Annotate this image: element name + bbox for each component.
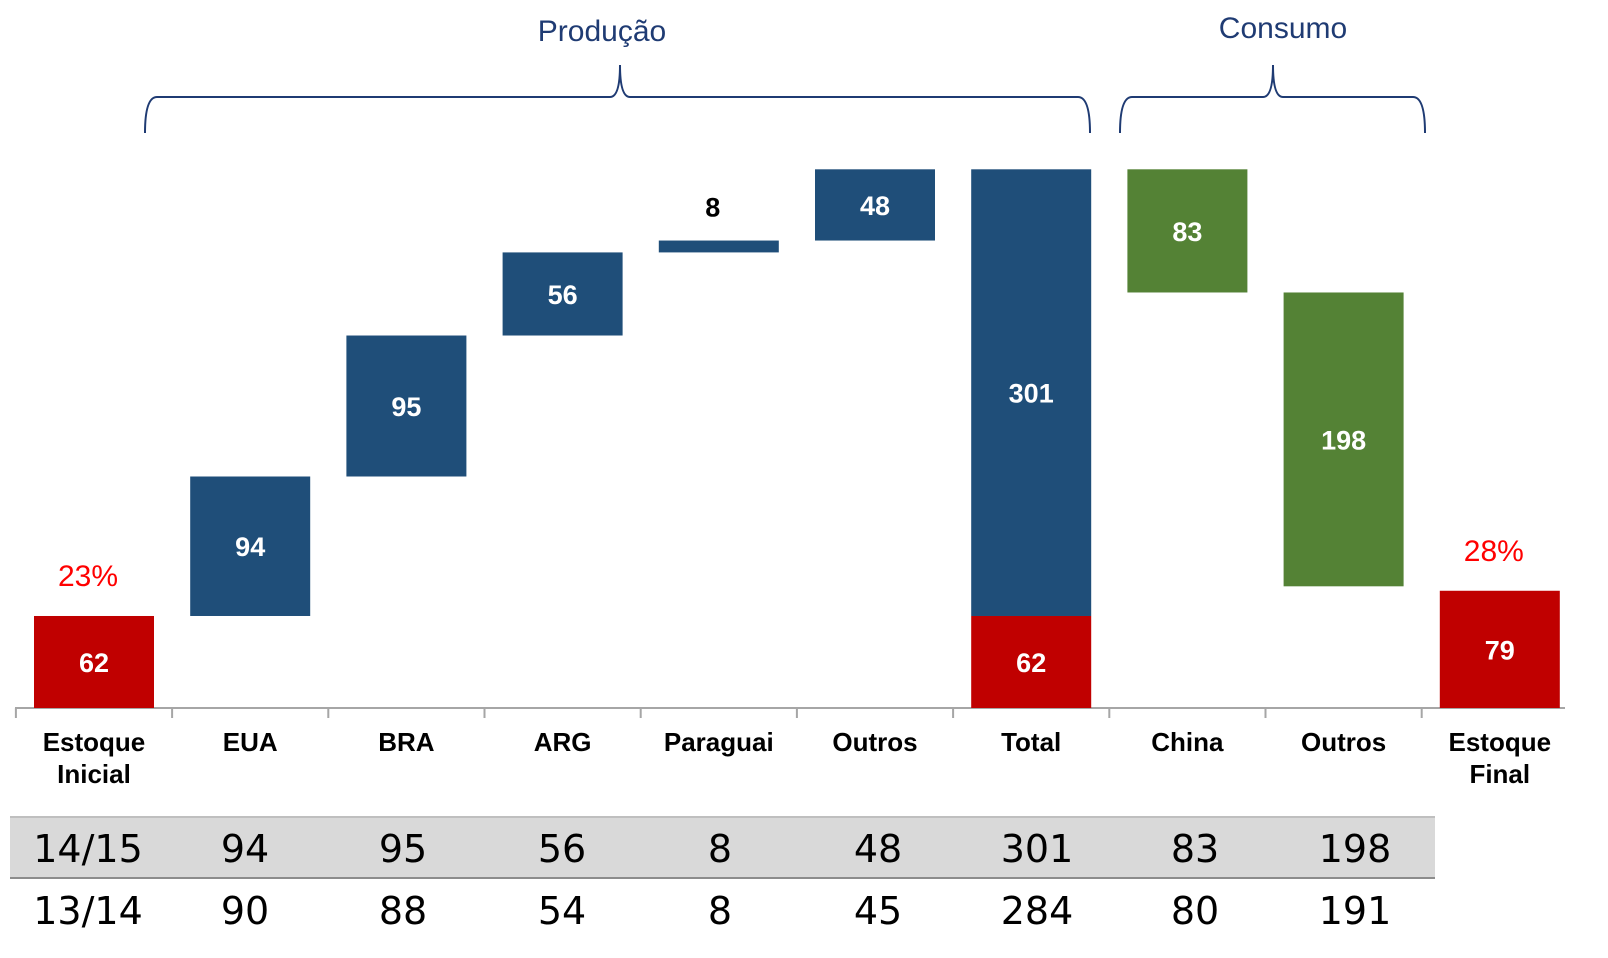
bar: [1439, 590, 1560, 708]
table-cell: 80: [1171, 889, 1219, 933]
x-tick-label: China: [1151, 727, 1224, 757]
data-label: 62: [79, 648, 109, 678]
bar: [658, 240, 779, 253]
x-label-box: Outros: [1300, 727, 1387, 757]
table-cell: 8: [708, 827, 732, 871]
table-cell: 198: [1319, 827, 1392, 871]
bar: [346, 335, 467, 477]
data-label: 79: [1485, 635, 1515, 665]
table-cell: 90: [221, 889, 269, 933]
x-label-box: EUA: [222, 727, 278, 757]
x-label-box: Estoque Final: [1448, 727, 1552, 789]
table-cell: 54: [538, 889, 586, 933]
table-cell: 301: [1001, 827, 1074, 871]
bracket-label: Consumo: [1219, 12, 1347, 45]
bar: [34, 615, 154, 708]
table-cell: 88: [379, 889, 427, 933]
table-row-bg: [10, 817, 1435, 877]
data-label: 8: [705, 193, 720, 223]
x-tick-label: Paraguai: [663, 727, 774, 757]
bar: [1283, 292, 1404, 587]
table-cell: 8: [708, 889, 732, 933]
table-cell: 14/15: [33, 827, 143, 871]
table-cell: 48: [854, 827, 902, 871]
data-label: 62: [1016, 648, 1046, 678]
annotation: 28%: [1464, 535, 1524, 568]
bracket: [144, 64, 1091, 134]
table-cell: 191: [1319, 889, 1392, 933]
data-label: 94: [235, 532, 265, 562]
data-label: 95: [391, 392, 421, 422]
data-label: 301: [1009, 379, 1054, 409]
x-label-box: China: [1151, 727, 1224, 757]
x-label-box: Total: [1001, 727, 1062, 757]
x-tick-label: BRA: [378, 727, 435, 757]
bar: [1127, 169, 1248, 293]
bar: [971, 615, 1092, 708]
bar: [190, 476, 311, 616]
table-cell: 13/14: [33, 889, 143, 933]
table-cell: 83: [1171, 827, 1219, 871]
x-tick-label: Outros: [1300, 727, 1387, 757]
data-label: 48: [860, 191, 890, 221]
x-tick-label: ARG: [533, 727, 592, 757]
table-cell: 94: [221, 827, 269, 871]
x-label-box: Estoque Inicial: [42, 727, 146, 789]
x-label-box: Paraguai: [663, 727, 774, 757]
x-tick-label: Total: [1001, 727, 1062, 757]
bar: [971, 169, 1092, 616]
bracket-label: Produção: [538, 15, 666, 48]
table-cell: 284: [1001, 889, 1074, 933]
x-label-box: BRA: [378, 727, 435, 757]
x-tick-label: EUA: [222, 727, 278, 757]
x-tick-label: Estoque Final: [1448, 727, 1552, 789]
data-label: 83: [1172, 217, 1202, 247]
bar: [815, 169, 935, 241]
x-label-box: ARG: [533, 727, 592, 757]
table-cell: 45: [854, 889, 902, 933]
x-tick-label: Outros: [832, 727, 918, 757]
data-label: 198: [1321, 425, 1366, 455]
annotation: 23%: [58, 560, 118, 593]
table-cell: 95: [379, 827, 427, 871]
table-cell: 56: [538, 827, 586, 871]
x-label-box: Outros: [832, 727, 918, 757]
data-label: 56: [548, 280, 578, 310]
bracket: [1119, 64, 1426, 134]
x-tick-label: Estoque Inicial: [42, 727, 146, 789]
bar: [502, 252, 623, 336]
